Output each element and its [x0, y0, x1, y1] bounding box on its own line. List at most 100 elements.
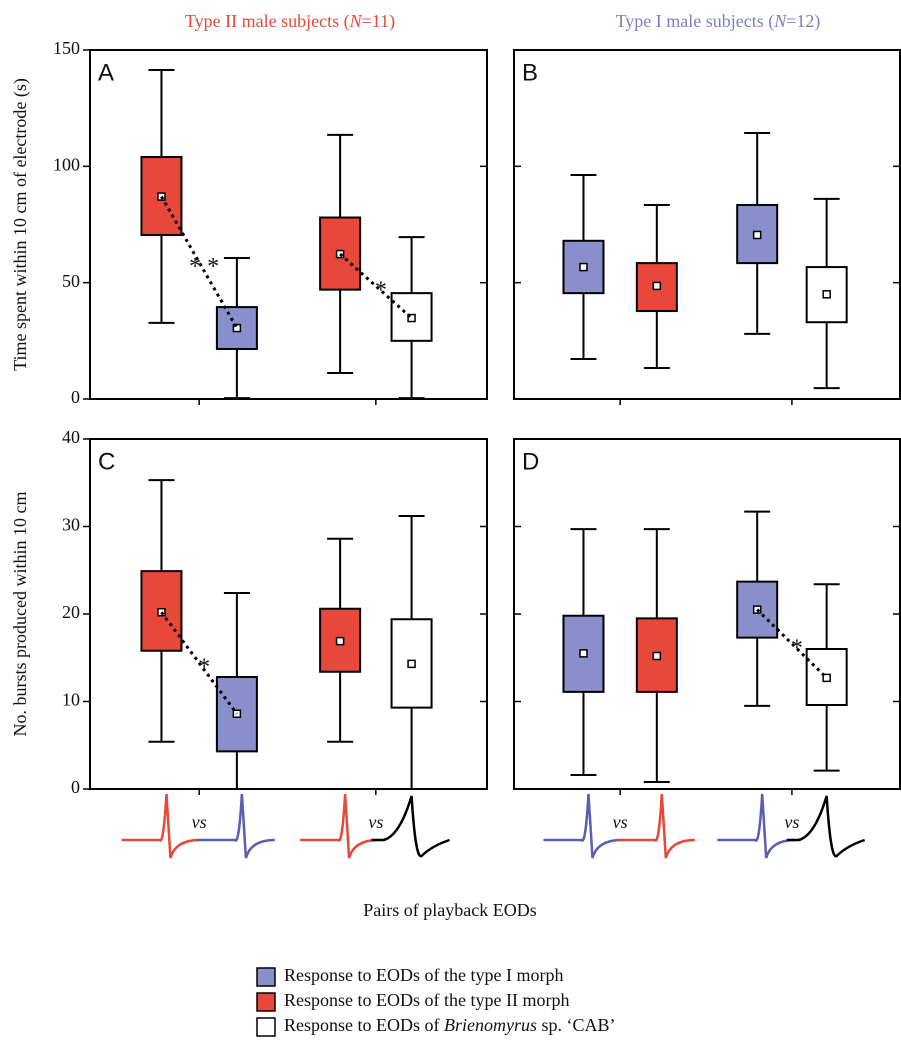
whisker-low	[398, 707, 425, 790]
whisker-high	[744, 132, 771, 205]
whisker-high	[327, 133, 354, 218]
whisker-high	[327, 537, 354, 609]
median-marker	[335, 249, 345, 259]
text-part: N	[349, 11, 363, 31]
pair-label: vs	[368, 812, 383, 832]
text-part: Type II male subjects (	[185, 11, 350, 32]
text-part: sp. ‘CAB’	[537, 1015, 616, 1035]
panel-frame	[89, 49, 488, 400]
y-tick-label: 100	[53, 154, 80, 174]
pair-label: vs	[613, 812, 628, 832]
panel-letter: C	[98, 448, 115, 475]
eod-waveform	[717, 793, 796, 859]
whisker-high	[570, 528, 597, 616]
significance-marker: *	[375, 278, 387, 304]
whisker-low	[327, 671, 354, 743]
whisker-low	[744, 637, 771, 707]
median-marker	[822, 290, 831, 299]
y-axis-label: Time spent within 10 cm of electrode (s)	[10, 78, 31, 371]
pair-label: vs	[192, 812, 207, 832]
eod-waveform	[300, 793, 379, 859]
y-tick-label: 30	[62, 515, 80, 535]
text-part: Response to EODs of	[284, 1015, 444, 1035]
legend-swatch	[256, 1017, 276, 1037]
legend-swatch	[256, 992, 276, 1012]
y-tick-label: 10	[62, 690, 80, 710]
y-tick-label: 150	[53, 38, 80, 58]
median-marker	[752, 230, 762, 240]
text-part: Response to EODs of the type I morph	[284, 965, 563, 985]
whisker-high	[570, 173, 597, 241]
y-tick-label: 50	[62, 271, 80, 291]
median-marker	[407, 313, 416, 323]
whisker-high	[744, 510, 771, 582]
whisker-low	[148, 650, 175, 743]
text-part: N	[773, 11, 787, 31]
x-axis-label: Pairs of playback EODs	[363, 900, 536, 920]
panel-letter: B	[522, 59, 538, 86]
y-axis-label: No. bursts produced within 10 cm	[10, 492, 30, 737]
y-tick-label: 40	[62, 427, 80, 447]
text-part: Response to EODs of the type II morph	[284, 990, 569, 1010]
panel-letter: A	[98, 59, 114, 86]
significance-line	[339, 252, 413, 320]
y-tick-label: 20	[62, 602, 80, 622]
column-title: Type I male subjects (N=12)	[616, 11, 821, 32]
column-title: Type II male subjects (N=11)	[185, 11, 395, 32]
whisker-low	[148, 234, 175, 324]
eod-waveform	[786, 795, 866, 858]
legend-label: Response to EODs of the type II morph	[284, 990, 569, 1010]
eod-waveform	[371, 795, 450, 858]
eod-waveform	[121, 793, 200, 859]
median-marker	[579, 262, 588, 272]
whisker-high	[223, 257, 250, 308]
whisker-low	[643, 311, 670, 370]
significance-line	[160, 611, 239, 715]
significance-marker: * *	[189, 254, 219, 280]
whisker-high	[643, 528, 670, 619]
significance-line	[160, 195, 239, 329]
eod-waveform	[616, 793, 695, 859]
y-tick-label: 0	[71, 777, 80, 797]
whisker-low	[813, 705, 840, 772]
whisker-high	[643, 203, 670, 264]
significance-marker: *	[198, 655, 210, 681]
whisker-low	[223, 348, 250, 400]
text-part: =11)	[362, 11, 395, 32]
legend-swatch	[256, 967, 276, 987]
whisker-high	[148, 69, 175, 158]
legend-label: Response to EODs of Brienomyrus sp. ‘CAB…	[284, 1015, 616, 1035]
whisker-high	[813, 197, 840, 268]
median-marker	[579, 649, 588, 658]
whisker-high	[398, 515, 425, 620]
box	[805, 648, 848, 706]
text-part: Type I male subjects (	[616, 11, 775, 32]
median-marker	[407, 659, 416, 669]
whisker-low	[744, 263, 771, 335]
median-marker	[652, 651, 662, 661]
text-part: =12)	[786, 11, 820, 32]
whisker-low	[223, 751, 250, 790]
pair-label: vs	[784, 812, 799, 832]
median-marker	[652, 281, 662, 291]
whisker-low	[570, 293, 597, 360]
panel-letter: D	[522, 448, 539, 475]
whisker-low	[327, 289, 354, 374]
median-marker	[822, 673, 831, 683]
median-marker	[335, 636, 345, 646]
whisker-high	[398, 236, 425, 294]
legend-label: Response to EODs of the type I morph	[284, 965, 563, 985]
whisker-low	[643, 691, 670, 783]
panel-frame	[513, 49, 901, 400]
significance-line	[756, 608, 828, 679]
eod-waveform	[196, 793, 275, 859]
whisker-high	[813, 583, 840, 649]
whisker-low	[813, 322, 840, 390]
median-marker	[232, 323, 242, 333]
significance-marker: *	[791, 635, 803, 661]
whisker-low	[570, 691, 597, 776]
eod-waveform	[543, 793, 622, 859]
y-tick-label: 0	[71, 387, 80, 407]
panel-frame	[513, 438, 901, 790]
